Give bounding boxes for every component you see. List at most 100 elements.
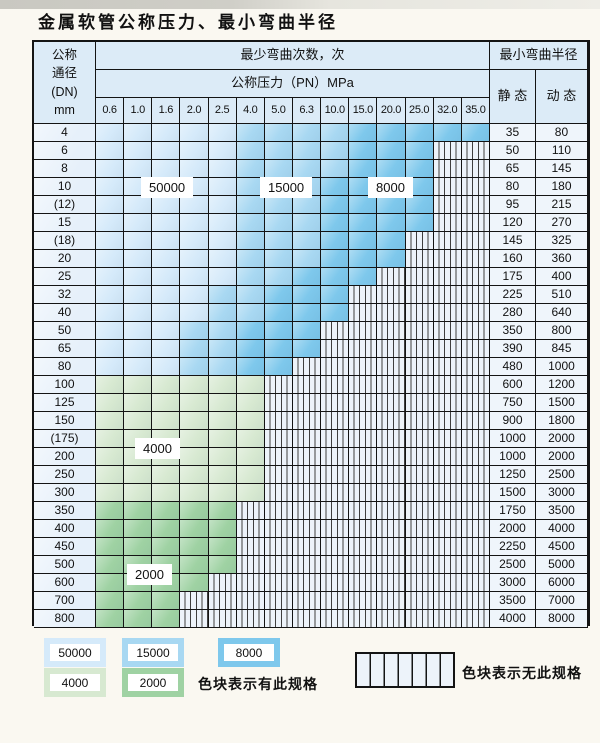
- legend-swatch-8000: 8000: [218, 638, 280, 667]
- static-value: 2500: [489, 556, 536, 574]
- no-spec-cell: [321, 358, 350, 376]
- dynamic-value: 640: [535, 304, 588, 322]
- spec-cell: [349, 124, 378, 142]
- no-spec-cell: [405, 484, 434, 502]
- spec-cell: [180, 412, 209, 430]
- spec-cell: [180, 142, 209, 160]
- no-spec-cell: [433, 142, 462, 160]
- spec-cell: [124, 232, 153, 250]
- no-spec-cell: [321, 484, 350, 502]
- dynamic-value: 800: [535, 322, 588, 340]
- spec-cell: [96, 178, 125, 196]
- pressure-col-header: 15.0: [349, 98, 378, 124]
- no-spec-cell: [405, 232, 434, 250]
- bend-cycles-header: 最少弯曲次数，次: [96, 42, 490, 70]
- no-spec-cell: [377, 502, 406, 520]
- no-spec-cell: [349, 610, 378, 628]
- spec-cell: [96, 358, 125, 376]
- static-value: 145: [489, 232, 536, 250]
- no-spec-cell: [433, 160, 462, 178]
- no-spec-cell: [405, 430, 434, 448]
- no-spec-cell: [461, 160, 490, 178]
- spec-cell: [377, 232, 406, 250]
- no-spec-cell: [377, 394, 406, 412]
- static-value: 3500: [489, 592, 536, 610]
- spec-cell: [124, 268, 153, 286]
- spec-cell: [377, 214, 406, 232]
- legend-swatch-15000: 15000: [122, 638, 184, 667]
- no-spec-cell: [321, 610, 350, 628]
- no-spec-cell: [349, 484, 378, 502]
- spec-cell: [236, 196, 265, 214]
- spec-cell: [180, 574, 209, 592]
- dn-cell: 300: [34, 484, 96, 502]
- no-spec-cell: [321, 430, 350, 448]
- pressure-col-header: 0.6: [96, 98, 125, 124]
- no-spec-cell: [377, 592, 406, 610]
- no-spec-cell: [461, 196, 490, 214]
- static-value: 750: [489, 394, 536, 412]
- spec-cell: [152, 502, 181, 520]
- no-spec-cell: [377, 448, 406, 466]
- spec-cell: [124, 340, 153, 358]
- dn-cell: 20: [34, 250, 96, 268]
- no-spec-cell: [349, 520, 378, 538]
- spec-cell: [264, 322, 293, 340]
- no-spec-cell: [433, 538, 462, 556]
- no-spec-cell: [433, 358, 462, 376]
- spec-cell: [236, 484, 265, 502]
- spec-cell: [96, 610, 125, 628]
- spec-cell: [377, 250, 406, 268]
- pressure-col-header: 5.0: [264, 98, 293, 124]
- no-spec-cell: [461, 394, 490, 412]
- spec-cell: [349, 214, 378, 232]
- spec-cell: [152, 142, 181, 160]
- no-spec-cell: [461, 286, 490, 304]
- no-spec-cell: [321, 502, 350, 520]
- dn-cell: 32: [34, 286, 96, 304]
- dn-cell: 10: [34, 178, 96, 196]
- spec-cell: [124, 376, 153, 394]
- pressure-col-header: 6.3: [292, 98, 322, 124]
- spec-cell: [292, 340, 322, 358]
- spec-cell: [180, 304, 209, 322]
- spec-cell: [180, 322, 209, 340]
- no-spec-cell: [208, 574, 237, 592]
- no-spec-cell: [405, 592, 434, 610]
- no-spec-cell: [321, 466, 350, 484]
- no-spec-cell: [292, 502, 322, 520]
- spec-cell: [152, 286, 181, 304]
- no-spec-cell: [349, 448, 378, 466]
- no-spec-cell: [321, 376, 350, 394]
- no-spec-cell: [405, 250, 434, 268]
- dynamic-value: 6000: [535, 574, 588, 592]
- spec-cell: [236, 430, 265, 448]
- spec-cell: [96, 412, 125, 430]
- no-spec-cell: [377, 610, 406, 628]
- static-value: 65: [489, 160, 536, 178]
- spec-cell: [349, 250, 378, 268]
- static-value: 120: [489, 214, 536, 232]
- spec-cell: [208, 322, 237, 340]
- no-spec-cell: [433, 556, 462, 574]
- spec-cell: [152, 268, 181, 286]
- spec-cell: [180, 484, 209, 502]
- no-spec-cell: [208, 592, 237, 610]
- spec-cell: [236, 214, 265, 232]
- static-value: 4000: [489, 610, 536, 628]
- spec-cell: [96, 484, 125, 502]
- no-spec-cell: [377, 340, 406, 358]
- no-spec-cell: [405, 556, 434, 574]
- spec-cell: [208, 556, 237, 574]
- no-spec-cell: [377, 286, 406, 304]
- static-value: 480: [489, 358, 536, 376]
- no-spec-cell: [264, 574, 293, 592]
- spec-cell: [180, 520, 209, 538]
- legend-swatch-2000: 2000: [122, 668, 184, 697]
- no-spec-cell: [264, 556, 293, 574]
- spec-cell: [236, 286, 265, 304]
- dynamic-value: 110: [535, 142, 588, 160]
- pressure-col-header: 35.0: [461, 98, 490, 124]
- no-spec-cell: [377, 538, 406, 556]
